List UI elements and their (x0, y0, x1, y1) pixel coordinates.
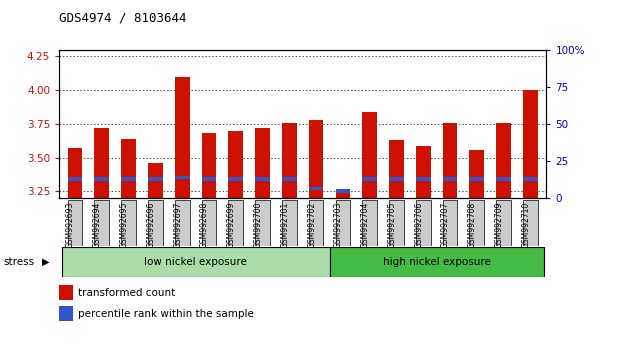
Bar (335, 189, 350, 193)
Text: percentile rank within the sample: percentile rank within the sample (78, 309, 253, 319)
Text: GSM992694: GSM992694 (93, 201, 102, 248)
FancyBboxPatch shape (496, 200, 511, 246)
Text: GSM992695: GSM992695 (120, 201, 129, 248)
Bar (309, 120, 324, 198)
Text: GSM992699: GSM992699 (227, 201, 236, 248)
Bar (496, 122, 511, 198)
Bar (389, 177, 404, 181)
FancyBboxPatch shape (175, 200, 189, 246)
Bar (309, 187, 324, 190)
Text: GSM992706: GSM992706 (414, 201, 424, 248)
Bar (469, 177, 484, 181)
Text: GSM992698: GSM992698 (200, 201, 209, 248)
Text: transformed count: transformed count (78, 287, 175, 298)
FancyBboxPatch shape (523, 200, 538, 246)
Bar (362, 177, 377, 181)
Bar (416, 177, 430, 181)
Bar (443, 177, 458, 181)
Text: GSM992709: GSM992709 (494, 201, 504, 248)
Bar (202, 177, 216, 181)
Bar (59, 285, 73, 300)
FancyBboxPatch shape (309, 200, 324, 246)
Bar (148, 163, 163, 198)
Text: GSM992708: GSM992708 (468, 201, 477, 248)
Bar (523, 90, 538, 198)
Bar (389, 140, 404, 198)
Text: GSM992700: GSM992700 (253, 201, 263, 248)
Bar (469, 150, 484, 198)
Bar (416, 145, 430, 198)
Bar (362, 112, 377, 198)
FancyBboxPatch shape (121, 200, 136, 246)
Bar (443, 122, 458, 198)
Bar (496, 177, 511, 181)
Text: GSM992710: GSM992710 (522, 201, 530, 248)
FancyBboxPatch shape (416, 200, 430, 246)
Bar (59, 306, 73, 321)
Text: GDS4974 / 8103644: GDS4974 / 8103644 (59, 12, 186, 25)
Text: GSM992705: GSM992705 (388, 201, 396, 248)
Bar (255, 177, 270, 181)
Bar (229, 177, 243, 181)
FancyBboxPatch shape (443, 200, 458, 246)
Bar (523, 177, 538, 181)
FancyBboxPatch shape (362, 200, 377, 246)
FancyBboxPatch shape (61, 247, 330, 277)
FancyBboxPatch shape (330, 247, 544, 277)
Text: GSM992701: GSM992701 (280, 201, 289, 248)
Bar (229, 131, 243, 198)
Bar (255, 128, 270, 198)
Text: GSM992707: GSM992707 (441, 201, 450, 248)
Text: high nickel exposure: high nickel exposure (383, 257, 491, 267)
Text: GSM992703: GSM992703 (334, 201, 343, 248)
FancyBboxPatch shape (202, 200, 216, 246)
FancyBboxPatch shape (229, 200, 243, 246)
FancyBboxPatch shape (282, 200, 297, 246)
Text: GSM992697: GSM992697 (173, 201, 182, 248)
FancyBboxPatch shape (68, 200, 83, 246)
Text: GSM992702: GSM992702 (307, 201, 316, 248)
FancyBboxPatch shape (94, 200, 109, 246)
Text: GSM992696: GSM992696 (147, 201, 155, 248)
Bar (68, 177, 83, 181)
Text: GSM992704: GSM992704 (361, 201, 369, 248)
Text: ▶: ▶ (42, 257, 50, 267)
Text: stress: stress (3, 257, 34, 267)
FancyBboxPatch shape (469, 200, 484, 246)
Bar (202, 133, 216, 198)
Bar (335, 189, 350, 198)
Bar (175, 176, 189, 179)
FancyBboxPatch shape (335, 200, 350, 246)
FancyBboxPatch shape (255, 200, 270, 246)
Bar (94, 128, 109, 198)
Bar (175, 76, 189, 198)
Bar (94, 177, 109, 181)
Bar (282, 122, 297, 198)
Bar (121, 139, 136, 198)
FancyBboxPatch shape (148, 200, 163, 246)
Bar (148, 177, 163, 181)
Text: low nickel exposure: low nickel exposure (144, 257, 247, 267)
Text: GSM992693: GSM992693 (66, 201, 75, 248)
Bar (68, 148, 83, 198)
FancyBboxPatch shape (389, 200, 404, 246)
Bar (121, 177, 136, 181)
Bar (282, 177, 297, 181)
